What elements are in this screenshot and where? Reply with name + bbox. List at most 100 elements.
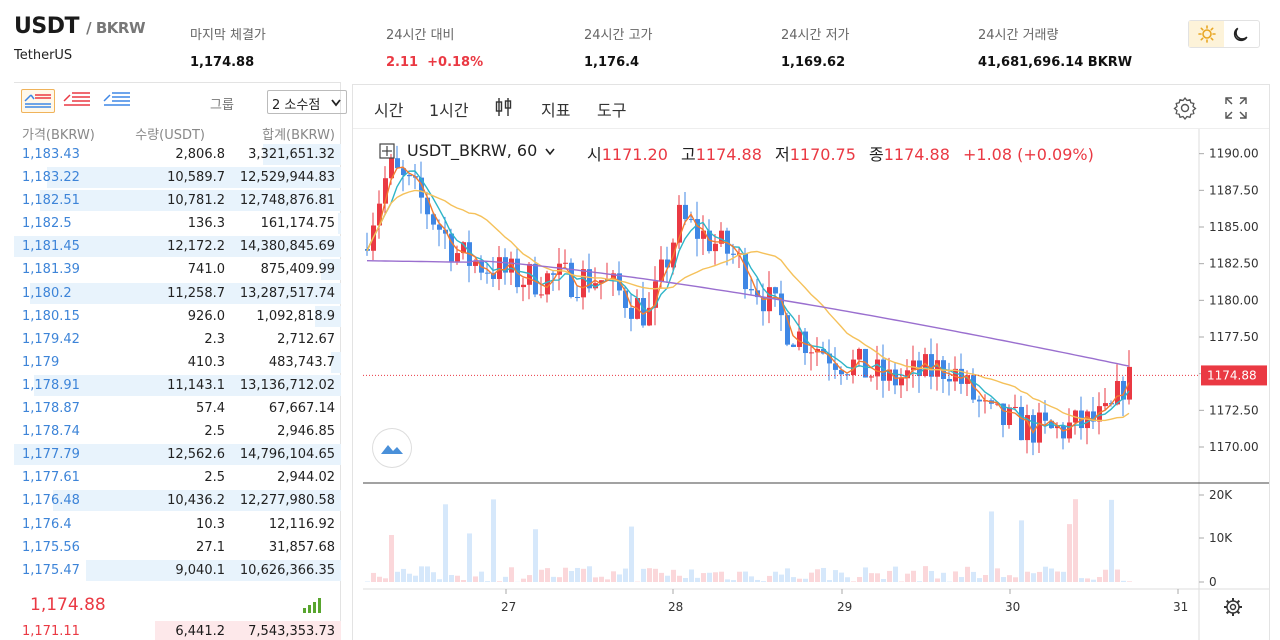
indicators-menu[interactable]: 지표 <box>541 101 571 120</box>
price-tick-label: 1190.00 <box>1209 147 1259 161</box>
volume-bar <box>1097 577 1102 582</box>
volume-bar <box>479 571 484 582</box>
interval-1h-button[interactable]: 1시간 <box>429 101 469 120</box>
settings-gear-icon[interactable] <box>1173 96 1197 120</box>
volume-bar <box>815 569 820 582</box>
axis-settings-gear-icon <box>1224 598 1242 616</box>
ask-price: 1,178.87 <box>22 401 80 417</box>
volume-bar <box>731 580 736 582</box>
candle-body <box>431 214 436 225</box>
volume-bar <box>443 504 448 582</box>
theme-toggle[interactable] <box>1188 20 1260 48</box>
order-book: 그룹 2 소수점 가격(BKRW) 수량(USDT) 합계(BKRW) 1,18… <box>14 82 347 640</box>
ask-row[interactable]: 1,176.4 10.3 12,116.92 <box>14 513 341 536</box>
ask-row[interactable]: 1,175.56 27.1 31,857.68 <box>14 536 341 559</box>
gear-tooth <box>1236 599 1241 604</box>
ask-qty: 27.1 <box>196 539 225 555</box>
candle-body <box>563 262 568 264</box>
last-price-tag-label: 1174.88 <box>1207 368 1257 382</box>
col-total: 합계(BKRW) <box>262 128 335 143</box>
view-bids-button[interactable] <box>101 89 135 113</box>
ask-price: 1,179 <box>22 354 60 370</box>
decimals-select[interactable]: 2 소수점 <box>267 90 347 114</box>
candles-icon[interactable] <box>495 97 513 117</box>
volume-bar <box>491 499 496 582</box>
fullscreen-icon[interactable] <box>1225 97 1247 119</box>
candle-body <box>557 263 562 275</box>
candle-body <box>677 204 682 243</box>
tools-menu[interactable]: 도구 <box>597 101 627 120</box>
ask-row[interactable]: 1,179.42 2.3 2,712.67 <box>14 328 341 351</box>
candle-body <box>929 354 934 377</box>
candle-body <box>875 359 880 377</box>
ask-price: 1,175.56 <box>22 539 80 555</box>
stat-label: 마지막 체결가 <box>190 28 266 43</box>
ask-total: 2,944.02 <box>277 470 335 486</box>
ask-total: 3,321,651.32 <box>248 147 335 162</box>
candle-body <box>485 272 490 274</box>
volume-bar <box>929 570 934 582</box>
chart-toolbar: 시간 1시간 지표 도구 <box>353 85 1269 129</box>
ask-price: 1,183.22 <box>22 170 80 186</box>
light-theme-button[interactable] <box>1189 21 1224 47</box>
view-asks-button[interactable] <box>61 89 95 113</box>
ask-qty: 10,589.7 <box>167 170 225 186</box>
chart-symbol[interactable]: USDT_BKRW, 60 <box>379 141 555 160</box>
volume-bar <box>665 575 670 582</box>
ask-row[interactable]: 1,177.61 2.5 2,944.02 <box>14 466 341 489</box>
ask-total: 67,667.14 <box>268 401 335 417</box>
volume-bar <box>611 571 616 582</box>
candle-body <box>887 369 892 381</box>
ask-row[interactable]: 1,180.15 926.0 1,092,818.9 <box>14 305 341 328</box>
volume-bar <box>809 572 814 582</box>
ask-row[interactable]: 1,181.45 12,172.2 14,380,845.69 <box>14 235 341 258</box>
ask-row[interactable]: 1,179 410.3 483,743.7 <box>14 351 341 374</box>
view-both-button[interactable] <box>21 89 55 113</box>
ask-price: 1,176.48 <box>22 493 80 509</box>
volume-bar <box>1085 578 1090 582</box>
candle-body <box>641 298 646 326</box>
ask-row[interactable]: 1,177.79 12,562.6 14,796,104.65 <box>14 443 341 466</box>
expand-plus-icon[interactable] <box>379 143 395 159</box>
volume-bar <box>1031 573 1036 582</box>
market-header: USDT / BKRW TetherUS 마지막 체결가 1,174.88 24… <box>0 0 1280 82</box>
chart-canvas[interactable]: 1190.00 1187.50 1185.00 1182.50 1180.00 1177.… <box>353 129 1269 640</box>
depth-bar <box>46 167 341 189</box>
ask-qty: 410.3 <box>187 354 225 370</box>
ask-price: 1,180.2 <box>22 285 72 301</box>
depth-bar <box>14 444 341 466</box>
ask-row[interactable]: 1,180.2 11,258.7 13,287,517.74 <box>14 282 341 305</box>
dark-theme-button[interactable] <box>1224 21 1259 47</box>
volume-bar <box>629 526 634 582</box>
ask-total: 161,174.75 <box>260 216 335 232</box>
candle-body <box>575 297 580 299</box>
volume-bar <box>617 574 622 582</box>
ask-row[interactable]: 1,183.22 10,589.7 12,529,944.83 <box>14 166 341 189</box>
volume-bar <box>965 566 970 582</box>
ask-qty: 11,258.7 <box>167 285 225 301</box>
volume-bar <box>863 567 868 582</box>
high-label: 고 <box>681 145 696 164</box>
volume-bar <box>887 570 892 582</box>
ask-row[interactable]: 1,183.43 2,806.8 3,321,651.32 <box>14 143 341 166</box>
ask-row[interactable]: 1,178.87 57.4 67,667.14 <box>14 397 341 420</box>
volume-bar <box>1013 577 1018 582</box>
ask-row[interactable]: 1,181.39 741.0 875,409.99 <box>14 258 341 281</box>
volume-bar <box>659 572 664 582</box>
ask-row[interactable]: 1,178.91 11,143.1 13,136,712.02 <box>14 374 341 397</box>
candle-body <box>965 375 970 384</box>
chart-logo-button[interactable] <box>373 429 411 467</box>
bid-row[interactable]: 1,171.11 6,441.2 7,543,353.73 <box>14 621 341 640</box>
ask-row[interactable]: 1,176.48 10,436.2 12,277,980.58 <box>14 489 341 512</box>
ask-row[interactable]: 1,182.51 10,781.2 12,748,876.81 <box>14 189 341 212</box>
candle-body <box>497 257 502 279</box>
stat-24h-high: 24시간 고가 1,176.4 <box>584 24 653 70</box>
interval-menu[interactable]: 시간 <box>374 101 404 120</box>
volume-bar <box>689 569 694 582</box>
ask-row[interactable]: 1,175.47 9,040.1 10,626,366.35 <box>14 559 341 582</box>
ask-row[interactable]: 1,178.74 2.5 2,946.85 <box>14 420 341 443</box>
ask-row[interactable]: 1,182.5 136.3 161,174.75 <box>14 212 341 235</box>
candle-body <box>1055 426 1060 429</box>
candle-body <box>545 273 550 295</box>
depth-bar <box>337 213 341 235</box>
